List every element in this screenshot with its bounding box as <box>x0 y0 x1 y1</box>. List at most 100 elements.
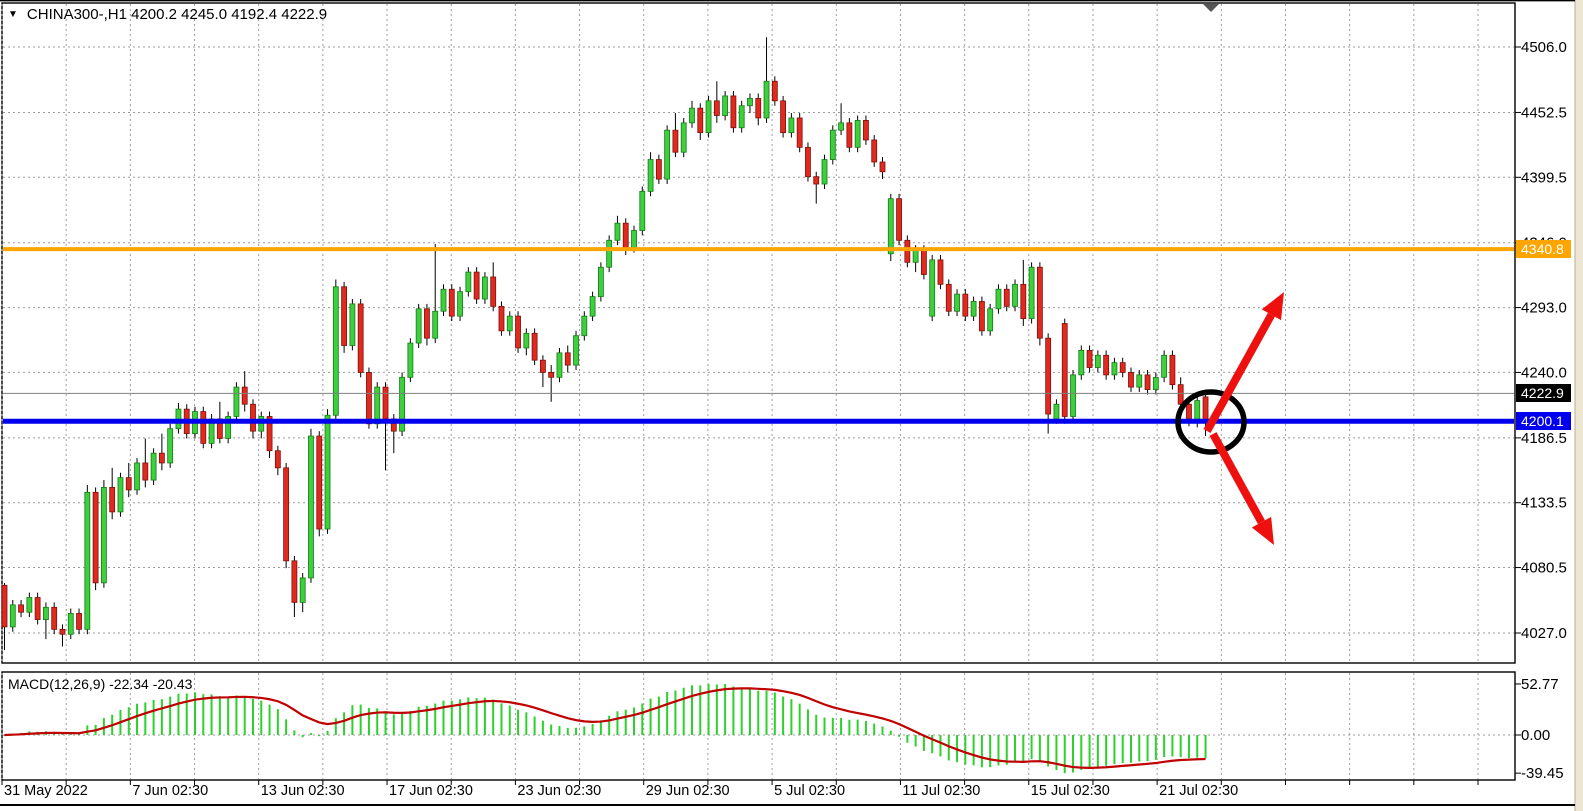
macd-histogram-bar <box>1022 735 1025 763</box>
time-axis-label: 15 Jul 02:30 <box>1031 783 1110 799</box>
macd-histogram-bar <box>1072 735 1075 773</box>
candle-body <box>904 239 911 263</box>
candle-body <box>863 120 869 141</box>
macd-histogram-bar <box>782 696 785 735</box>
candle-body <box>978 301 985 332</box>
candle-body <box>548 372 555 378</box>
time-axis-label: 17 Jun 02:30 <box>389 783 473 799</box>
macd-histogram-bar <box>848 719 851 735</box>
macd-histogram-bar <box>343 712 346 735</box>
macd-histogram-bar <box>326 730 329 735</box>
macd-histogram-bar <box>674 690 677 735</box>
macd-histogram-bar <box>591 724 594 735</box>
candle-body <box>84 491 91 630</box>
candle-body <box>1028 266 1035 319</box>
price-axis-label: 4452.5 <box>1521 104 1567 121</box>
candle-body <box>896 198 902 241</box>
macd-histogram-bar <box>102 718 105 735</box>
macd-histogram-bar <box>1196 735 1199 758</box>
macd-histogram-bar <box>972 735 975 766</box>
macd-histogram-bar <box>425 705 428 735</box>
symbol-dropdown-icon[interactable]: ▼ <box>8 8 18 20</box>
side-strip <box>1575 0 1583 811</box>
macd-histogram-bar <box>840 717 843 735</box>
macd-histogram-bar <box>649 698 652 735</box>
candle-body <box>324 414 331 530</box>
macd-histogram-bar <box>831 717 834 735</box>
macd-histogram-bar <box>558 726 561 735</box>
candle-body <box>349 303 356 346</box>
candle-body <box>134 462 140 491</box>
price-axis-label: 4027.0 <box>1521 625 1567 642</box>
candle-body <box>1045 337 1052 415</box>
candle-body <box>672 129 679 153</box>
macd-histogram-bar <box>889 730 892 735</box>
candle-body <box>523 332 530 349</box>
candle-body <box>440 288 447 312</box>
candle-body <box>1103 354 1110 376</box>
macd-histogram-bar <box>1146 735 1149 762</box>
candle-body <box>415 308 422 344</box>
candle-body <box>1186 403 1192 420</box>
candle-body <box>937 259 944 285</box>
candle-body <box>1061 323 1068 417</box>
candle-body <box>813 176 820 185</box>
macd-histogram-bar <box>922 735 925 751</box>
macd-histogram-bar <box>318 735 321 737</box>
candle-body <box>274 450 281 469</box>
candle-body <box>1070 374 1076 417</box>
candle-body <box>26 597 33 613</box>
candle-body <box>1177 384 1184 405</box>
macd-histogram-bar <box>144 702 147 735</box>
macd-histogram-bar <box>1171 735 1174 757</box>
candle-body <box>1119 362 1126 373</box>
candle-body <box>308 435 314 579</box>
macd-histogram-bar <box>367 707 370 735</box>
time-axis-label: 7 Jun 02:30 <box>132 783 208 799</box>
macd-histogram-bar <box>1088 735 1091 769</box>
candle-body <box>987 308 994 332</box>
macd-histogram-bar <box>61 733 64 735</box>
macd-histogram-bar <box>823 717 826 735</box>
candle-body <box>597 266 604 297</box>
macd-histogram-bar <box>864 720 867 735</box>
macd-histogram-bar <box>268 704 271 735</box>
macd-histogram-bar <box>1038 735 1041 761</box>
macd-histogram-bar <box>947 735 950 761</box>
candle-body <box>921 249 927 275</box>
macd-histogram-bar <box>136 703 139 735</box>
window-bottom-border <box>0 804 1575 806</box>
macd-histogram-bar <box>980 735 983 768</box>
time-axis-label: 11 Jul 02:30 <box>902 783 980 799</box>
candle-body <box>233 386 240 417</box>
macd-histogram-bar <box>401 713 404 735</box>
candle-body <box>631 230 637 249</box>
time-axis-label: 5 Jul 02:30 <box>774 783 845 799</box>
candle-body <box>970 301 977 317</box>
candle-body <box>763 80 770 119</box>
macd-histogram-bar <box>251 699 254 735</box>
macd-histogram-bar <box>86 725 89 735</box>
macd-histogram-bar <box>508 705 511 735</box>
macd-histogram-bar <box>160 699 163 735</box>
macd-histogram-bar <box>873 723 876 735</box>
price-axis-label: 4133.5 <box>1521 495 1567 512</box>
macd-histogram-bar <box>517 709 520 735</box>
candle-body <box>498 305 505 332</box>
macd-histogram-bar <box>152 699 155 735</box>
macd-histogram-bar <box>541 720 544 735</box>
macd-histogram-bar <box>309 733 312 735</box>
candle-body <box>332 286 339 416</box>
candle-body <box>805 146 811 178</box>
price-axis-label: 4240.0 <box>1521 364 1567 381</box>
candle-body <box>76 613 82 630</box>
macd-histogram-bar <box>616 711 619 735</box>
candle-body <box>589 296 596 317</box>
candle-body <box>622 222 629 249</box>
macd-histogram-bar <box>475 698 478 735</box>
macd-histogram-bar <box>78 734 81 736</box>
candle-body <box>531 332 538 361</box>
macd-histogram-bar <box>1080 735 1083 771</box>
candle-body <box>341 286 348 346</box>
